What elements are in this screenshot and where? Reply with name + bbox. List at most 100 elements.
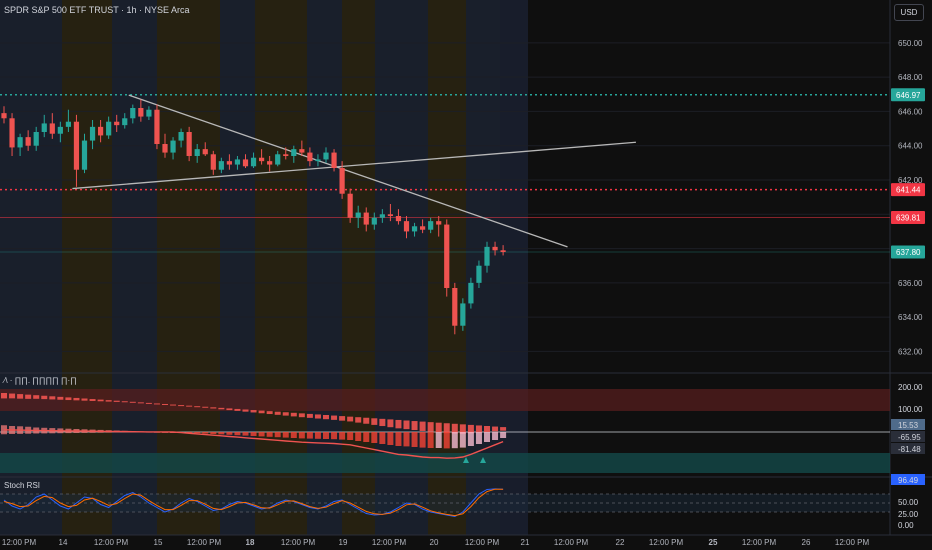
candle-body bbox=[283, 154, 289, 156]
candle-body bbox=[250, 157, 257, 167]
macd-bar bbox=[347, 416, 354, 422]
macd-bar bbox=[129, 401, 136, 403]
stoch-panel: 96.49 50.00 25.00 0.00 bbox=[0, 474, 925, 530]
candle-body bbox=[9, 118, 15, 148]
candle-body bbox=[267, 161, 273, 165]
histogram-bar bbox=[451, 432, 458, 449]
candle-body bbox=[218, 161, 224, 170]
stoch-tick-label: 96.49 bbox=[898, 476, 919, 485]
macd-bar bbox=[9, 393, 16, 399]
macd-bar bbox=[178, 405, 185, 407]
macd-bar bbox=[419, 421, 426, 431]
candle-body bbox=[460, 303, 466, 326]
price-tick-label: 648.00 bbox=[898, 73, 923, 82]
buy-signal-marker bbox=[480, 457, 486, 463]
buy-signal-marker bbox=[463, 457, 469, 463]
candle-body bbox=[299, 149, 305, 153]
candle-body bbox=[363, 212, 369, 225]
candle-body bbox=[259, 157, 265, 162]
histogram-bar bbox=[202, 432, 209, 434]
macd-bar bbox=[403, 420, 410, 430]
session-band bbox=[375, 0, 428, 535]
price-tag bbox=[891, 245, 925, 259]
histogram-bar bbox=[194, 432, 201, 434]
candle-body bbox=[476, 265, 482, 283]
time-tick-label: 12:00 PM bbox=[742, 538, 777, 547]
candle-body bbox=[122, 118, 128, 126]
candle-body bbox=[130, 108, 136, 119]
macd-bar bbox=[459, 424, 466, 434]
histogram-bar bbox=[435, 432, 442, 448]
time-tick-label: 25 bbox=[709, 538, 718, 547]
time-tick-label: 12:00 PM bbox=[281, 538, 316, 547]
candle-body bbox=[114, 121, 120, 126]
macd-bar bbox=[226, 408, 233, 411]
macd-bar bbox=[105, 400, 112, 402]
session-band bbox=[62, 0, 112, 535]
macd-bar bbox=[234, 408, 241, 411]
indicator-tag bbox=[891, 431, 925, 442]
price-tick-label: 634.00 bbox=[898, 313, 923, 322]
histogram-bar bbox=[443, 432, 450, 449]
candle-body bbox=[436, 221, 442, 225]
candle-body bbox=[355, 212, 361, 218]
indicator-tick-label: -81.48 bbox=[898, 445, 921, 454]
session-band bbox=[500, 0, 528, 535]
price-tick-label: 636.00 bbox=[898, 279, 923, 288]
session-band bbox=[0, 0, 62, 535]
indicator-tag bbox=[891, 419, 925, 430]
stoch-tick-label: 0.00 bbox=[898, 521, 914, 530]
candle-body bbox=[444, 224, 450, 288]
macd-bar bbox=[73, 397, 80, 401]
price-tag bbox=[891, 88, 925, 102]
candle-body bbox=[420, 226, 426, 230]
histogram-bar bbox=[500, 432, 507, 438]
macd-bar bbox=[33, 395, 40, 399]
candle-body bbox=[210, 154, 216, 170]
histogram-bar bbox=[258, 432, 265, 437]
macd-bar bbox=[186, 405, 193, 407]
candle-body bbox=[89, 126, 96, 141]
histogram-bar bbox=[387, 432, 394, 445]
histogram-bar bbox=[395, 432, 402, 446]
histogram-bar bbox=[250, 432, 257, 436]
macd-bar bbox=[298, 413, 305, 418]
candle-body bbox=[170, 140, 176, 153]
currency-button[interactable]: USD bbox=[894, 4, 924, 21]
histogram-bar bbox=[419, 432, 426, 448]
histogram-bar bbox=[403, 432, 410, 447]
macd-bar bbox=[242, 409, 249, 412]
stoch-rsi-label: Stoch RSI bbox=[4, 481, 41, 490]
macd-bar bbox=[475, 425, 482, 433]
time-tick-label: 15 bbox=[154, 538, 163, 547]
candle-body bbox=[33, 132, 39, 146]
macd-line bbox=[3, 429, 504, 459]
histogram-bar bbox=[411, 432, 418, 447]
candle-body bbox=[411, 226, 418, 232]
indicator-tick-label: 200.00 bbox=[898, 383, 923, 392]
macd-bar bbox=[17, 394, 24, 399]
indicator-tick-label: 15.53 bbox=[898, 421, 919, 430]
macd-bar bbox=[323, 415, 329, 420]
macd-bar bbox=[137, 402, 144, 404]
candle-body bbox=[98, 126, 104, 136]
time-tick-label: 12:00 PM bbox=[835, 538, 870, 547]
macd-bar bbox=[395, 419, 402, 429]
session-band bbox=[157, 0, 220, 535]
time-tick-label: 12:00 PM bbox=[2, 538, 37, 547]
macd-bar bbox=[274, 411, 281, 415]
indicator-tick-label: 100.00 bbox=[898, 405, 923, 414]
stoch-tick-label: 25.00 bbox=[898, 510, 919, 519]
time-axis: 12:00 PM 14 12:00 PM 15 12:00 PM 18 12:00 PM 19… bbox=[0, 534, 932, 547]
candle-body bbox=[138, 108, 144, 117]
macd-bar bbox=[97, 399, 104, 402]
macd-bar bbox=[113, 400, 120, 402]
candle-body bbox=[234, 159, 241, 165]
histogram-bar bbox=[355, 432, 362, 441]
session-band bbox=[220, 0, 255, 535]
candle-body bbox=[500, 250, 506, 252]
histogram-bar bbox=[331, 432, 338, 440]
histogram-bar bbox=[484, 432, 490, 442]
macd-bar bbox=[153, 403, 160, 405]
